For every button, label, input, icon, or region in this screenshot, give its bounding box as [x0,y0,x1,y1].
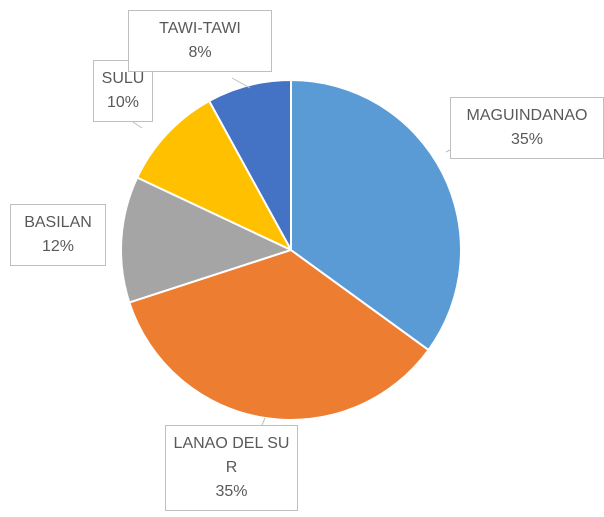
leader-lines [129,77,451,426]
data-label: SULU 10% [93,60,153,122]
data-label: MAGUINDANAO 35% [450,97,604,159]
leader-line [445,149,451,153]
pie-slice [135,99,294,253]
label-value: 35% [510,131,544,148]
data-label: BASILAN 12% [10,204,106,266]
pie-slice [128,248,430,421]
label-name: MAGUINDANAO [466,107,588,124]
label-value: 35% [215,483,248,500]
pie-slice [290,78,462,352]
label-value: 10% [106,94,140,111]
label-value: 8% [188,44,212,61]
label-name: BASILAN [24,214,92,231]
leader-line [231,77,251,89]
data-label: TAWI-TAWI 8% [128,10,272,72]
label-name: LANAO DEL SUR [173,435,290,476]
leader-line [261,417,266,426]
label-name: SULU [101,70,145,87]
pie-slice [120,176,294,304]
data-label: LANAO DEL SUR 35% [165,425,298,511]
label-value: 12% [41,238,75,255]
label-name: TAWI-TAWI [159,20,241,37]
